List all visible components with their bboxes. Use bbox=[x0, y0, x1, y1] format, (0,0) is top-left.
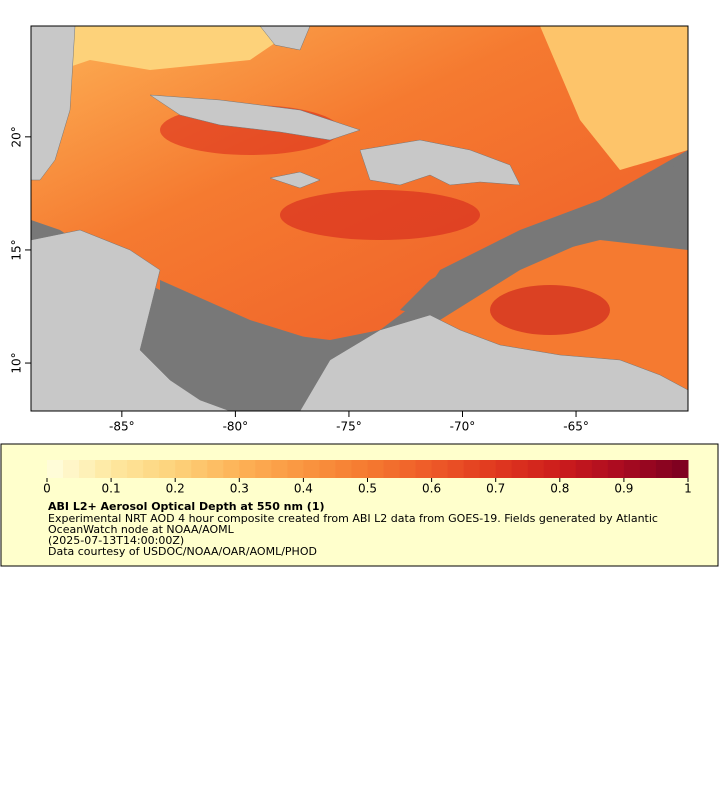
colorbar-step bbox=[479, 460, 497, 478]
colorbar-tick-label: 0.6 bbox=[422, 482, 441, 496]
colorbar-step bbox=[431, 460, 449, 478]
colorbar-step bbox=[495, 460, 513, 478]
colorbar-step bbox=[335, 460, 352, 478]
colorbar-step bbox=[639, 460, 657, 478]
colorbar-step bbox=[559, 460, 577, 478]
y-tick-label: 20° bbox=[10, 126, 24, 147]
colorbar-step bbox=[239, 460, 256, 478]
colorbar-step bbox=[223, 460, 240, 478]
colorbar-step bbox=[111, 460, 128, 478]
colorbar-step bbox=[447, 460, 465, 478]
colorbar-tick-label: 0.7 bbox=[486, 482, 505, 496]
colorbar-step bbox=[463, 460, 481, 478]
colorbar-step bbox=[591, 460, 609, 478]
colorbar-step bbox=[159, 460, 176, 478]
colorbar-step bbox=[303, 460, 320, 478]
colorbar-step bbox=[383, 460, 401, 478]
colorbar-step bbox=[191, 460, 208, 478]
map-frame bbox=[30, 25, 689, 412]
colorbar-step bbox=[175, 460, 192, 478]
colorbar-tick-label: 1 bbox=[684, 482, 692, 496]
colorbar-tick-label: 0.3 bbox=[230, 482, 249, 496]
time: (2025-07-13T14:00:00Z) bbox=[48, 534, 185, 547]
colorbar-tick-label: 0.5 bbox=[358, 482, 377, 496]
aerosol-field bbox=[540, 26, 688, 170]
colorbar-step bbox=[287, 460, 304, 478]
colorbar-step bbox=[655, 460, 673, 478]
map bbox=[31, 26, 688, 411]
colorbar-step bbox=[255, 460, 272, 478]
colorbar-step bbox=[399, 460, 417, 478]
colorbar-tick-label: 0.8 bbox=[550, 482, 569, 496]
colorbar-step bbox=[47, 460, 64, 478]
colorbar-step bbox=[319, 460, 336, 478]
aerosol-field bbox=[280, 190, 480, 240]
x-tick-label: -75° bbox=[336, 420, 362, 434]
colorbar-step bbox=[527, 460, 545, 478]
colorbar-step bbox=[95, 460, 112, 478]
colorbar-step bbox=[207, 460, 224, 478]
description: Experimental NRT AOD 4 hour composite cr… bbox=[48, 512, 658, 536]
colorbar-tick-label: 0.9 bbox=[614, 482, 633, 496]
colorbar-step bbox=[79, 460, 96, 478]
no-data bbox=[160, 280, 330, 411]
credit: Data courtesy of USDOC/NOAA/OAR/AOML/PHO… bbox=[48, 545, 317, 558]
colorbar-tick-label: 0.4 bbox=[294, 482, 313, 496]
y-tick-label: 15° bbox=[10, 239, 24, 260]
aerosol-field bbox=[490, 285, 610, 335]
colorbar-step bbox=[575, 460, 593, 478]
x-tick-label: -70° bbox=[450, 420, 476, 434]
y-tick-label: 10° bbox=[10, 352, 24, 373]
colorbar-step bbox=[623, 460, 641, 478]
colorbar-step bbox=[271, 460, 288, 478]
colorbar-step bbox=[543, 460, 561, 478]
land bbox=[31, 26, 688, 411]
x-tick-label: -85° bbox=[109, 420, 135, 434]
x-tick-label: -65° bbox=[563, 420, 589, 434]
colorbar-step bbox=[143, 460, 160, 478]
colorbar-step bbox=[415, 460, 433, 478]
colorbar-step bbox=[351, 460, 368, 478]
colorbar-tick-label: 0.1 bbox=[102, 482, 121, 496]
colorbar-tick-label: 0.2 bbox=[166, 482, 185, 496]
aerosol-field bbox=[31, 26, 300, 80]
colorbar-tick-label: 0 bbox=[43, 482, 51, 496]
x-tick-label: -80° bbox=[223, 420, 249, 434]
axes: -85° -80° -75° -70° -65° 10° 15° 20° bbox=[10, 126, 589, 433]
colorbar-step bbox=[367, 460, 385, 478]
colorbar-step bbox=[607, 460, 625, 478]
legend-text: Experimental NRT AOD 4 hour composite cr… bbox=[48, 513, 698, 557]
colorbar-step bbox=[511, 460, 529, 478]
legend-title: ABI L2+ Aerosol Optical Depth at 550 nm … bbox=[48, 500, 325, 513]
colorbar-step bbox=[63, 460, 80, 478]
colorbar-step bbox=[671, 460, 689, 478]
no-data bbox=[400, 160, 688, 320]
colorbar: 0 0.1 0.2 0.3 0.4 0.5 0.6 0.7 0.8 0.9 1 bbox=[43, 460, 692, 496]
colorbar-step bbox=[127, 460, 144, 478]
